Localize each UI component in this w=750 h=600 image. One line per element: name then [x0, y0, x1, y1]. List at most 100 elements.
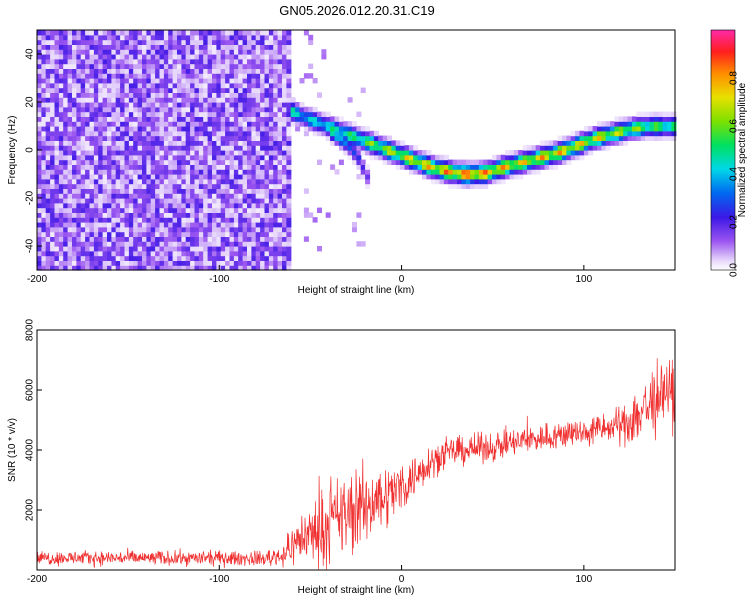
- spectrogram-cell: [41, 58, 47, 65]
- spectrogram-cell: [216, 178, 222, 185]
- spectrogram-cell: [58, 39, 64, 45]
- spectrogram-cell: [172, 236, 178, 242]
- spectrogram-cell: [120, 188, 126, 194]
- spectrogram-cell: [238, 159, 244, 165]
- spectrogram-cell: [522, 164, 528, 170]
- spectrogram-cell: [212, 130, 217, 137]
- spectrogram-cell: [238, 44, 244, 50]
- spectrogram-cell: [220, 183, 226, 189]
- spectrogram-cell: [63, 54, 69, 60]
- spectrogram-cell: [251, 30, 257, 36]
- spectrogram-cell: [107, 44, 112, 50]
- spectrogram-cell: [198, 58, 204, 65]
- spectrogram-cell: [146, 265, 152, 271]
- spectrogram-cell: [185, 126, 191, 132]
- spectrogram-cell: [50, 126, 56, 132]
- spectrogram-cell: [89, 30, 95, 36]
- spectrogram-cell: [172, 246, 178, 252]
- spectrogram-cell: [203, 246, 209, 252]
- spectrogram-cell: [251, 250, 257, 257]
- spectrogram-cell: [391, 154, 397, 161]
- spectrogram-cell: [93, 78, 99, 84]
- spectrogram-cell: [548, 145, 554, 151]
- spectrogram-cell: [159, 260, 165, 266]
- spectrogram-cell: [115, 44, 121, 50]
- spectrogram-cell: [185, 140, 191, 146]
- spectrogram-cell: [343, 140, 349, 146]
- spectrogram-cell: [133, 92, 139, 98]
- spectrogram-cell: [623, 135, 629, 141]
- spectrogram-cell: [163, 222, 169, 228]
- colorbar-tick-label: 0.2: [729, 215, 740, 229]
- spectrogram-cell: [400, 145, 406, 151]
- spectrogram-cell: [408, 145, 414, 151]
- spectrogram-cell: [80, 164, 86, 170]
- spectrogram-cell: [115, 178, 121, 185]
- spectrogram-cell: [120, 212, 126, 218]
- spectrogram-cell: [321, 116, 327, 122]
- spectrogram-cell: [133, 73, 139, 79]
- spectrogram-cell: [601, 145, 607, 151]
- spectrogram-cell: [579, 150, 585, 156]
- spectrogram-cell: [216, 212, 222, 218]
- spectrogram-cell: [137, 34, 143, 41]
- spectrogram-cell: [181, 198, 187, 204]
- spectrogram-cell: [198, 145, 204, 151]
- spectrogram-cell: [260, 217, 266, 223]
- spectrogram-cell: [238, 130, 244, 137]
- spectrogram-cell: [216, 154, 222, 161]
- spectrogram-cell: [251, 246, 257, 252]
- spectrogram-cell: [142, 111, 147, 117]
- spectrogram-cell: [163, 63, 169, 69]
- spectrogram-cell: [225, 212, 231, 218]
- spectrogram-cell: [212, 63, 217, 69]
- spectrogram-cell: [76, 130, 82, 137]
- spectrogram-cell: [115, 111, 121, 117]
- spectrogram-cell: [155, 126, 161, 132]
- spectrogram-cell: [334, 135, 340, 141]
- spectrogram-cell: [260, 198, 266, 204]
- spectrogram-cell: [225, 140, 231, 146]
- spectrogram-cell: [50, 58, 56, 65]
- spectrogram-cell: [137, 30, 143, 36]
- spectrogram-cell: [76, 255, 82, 261]
- spectrogram-cell: [146, 30, 152, 36]
- spectrogram-cell: [85, 126, 91, 132]
- spectrogram-cell: [317, 130, 322, 137]
- spectrogram-cell: [378, 145, 384, 151]
- spectrogram-cell: [177, 39, 182, 45]
- spectrogram-cell: [54, 30, 60, 36]
- spectrogram-cell: [242, 145, 248, 151]
- spectrogram-cell: [618, 116, 624, 122]
- spectrogram-cell: [443, 178, 449, 185]
- spectrogram-cell: [177, 260, 182, 266]
- spectrogram-cell: [220, 164, 226, 170]
- spectrogram-cell: [365, 135, 371, 141]
- spectrogram-cell: [168, 231, 174, 237]
- spectrogram-cell: [579, 130, 585, 137]
- spectrogram-cell: [303, 188, 309, 194]
- spectrogram-cell: [163, 265, 169, 271]
- spectrogram-cell: [286, 73, 292, 79]
- spectrogram-cell: [172, 198, 178, 204]
- spectrogram-cell: [168, 154, 174, 161]
- spectrogram-cell: [238, 202, 244, 209]
- spectrogram-cell: [247, 169, 252, 175]
- spectrogram-cell: [448, 178, 454, 185]
- spectrogram-cell: [185, 54, 191, 60]
- spectrogram-cell: [203, 212, 209, 218]
- spectrogram-cell: [107, 102, 112, 108]
- spectrogram-cell: [238, 140, 244, 146]
- spectrogram-cell: [413, 169, 419, 175]
- spectrogram-cell: [518, 150, 524, 156]
- spectrogram-cell: [500, 164, 506, 170]
- spectrogram-cell: [115, 198, 121, 204]
- spectrogram-cell: [133, 68, 139, 74]
- spectrogram-cell: [111, 202, 117, 209]
- spectrogram-cell: [37, 164, 42, 170]
- spectrogram-cell: [220, 126, 226, 132]
- spectrogram-cell: [111, 54, 117, 60]
- spectrogram-cell: [37, 188, 42, 194]
- spectrogram-cell: [128, 30, 134, 36]
- spectrogram-cell: [548, 154, 554, 161]
